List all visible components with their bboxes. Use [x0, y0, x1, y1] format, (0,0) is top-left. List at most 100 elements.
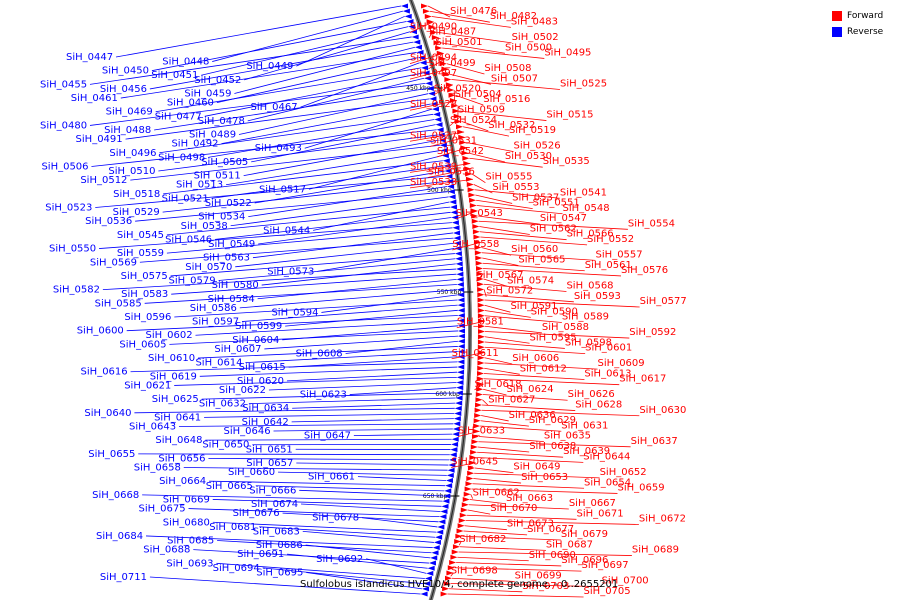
forward-gene-feature — [471, 439, 479, 445]
reverse-leader-line — [142, 494, 443, 502]
reverse-leader-line — [120, 52, 417, 99]
forward-leader-line — [478, 215, 540, 225]
reverse-leader-line — [174, 376, 457, 386]
forward-gene-feature — [477, 360, 485, 366]
reverse-leader-line — [208, 458, 450, 461]
forward-gene-label: SiH_0612 — [520, 363, 567, 374]
reverse-leader-line — [102, 268, 457, 291]
forward-gene-label: SiH_0530 — [505, 151, 552, 162]
forward-leader-line — [469, 499, 507, 505]
reverse-gene-feature — [453, 230, 461, 236]
reverse-leader-line — [230, 196, 449, 227]
forward-leader-line — [482, 404, 576, 411]
forward-gene-feature — [447, 87, 455, 93]
reverse-gene-label: SiH_0467 — [251, 102, 298, 113]
forward-gene-label: SiH_0662 — [473, 488, 520, 499]
reverse-gene-label: SiH_0522 — [205, 198, 252, 209]
reverse-gene-label: SiH_0685 — [167, 536, 214, 547]
forward-gene-label: SiH_0633 — [458, 425, 505, 436]
forward-leader-line — [484, 331, 630, 339]
forward-leader-line — [483, 373, 585, 380]
forward-leader-line — [470, 494, 474, 499]
forward-leader-line — [479, 231, 567, 241]
reverse-gene-feature — [408, 24, 416, 30]
forward-leader-line — [464, 525, 507, 531]
reverse-gene-feature — [446, 178, 454, 184]
reverse-gene-feature — [441, 153, 449, 159]
forward-gene-feature — [450, 554, 458, 560]
forward-gene-feature — [422, 8, 430, 14]
reverse-gene-label: SiH_0461 — [71, 93, 118, 104]
reverse-gene-feature — [428, 91, 436, 97]
forward-gene-label: SiH_0628 — [575, 400, 622, 411]
reverse-leader-line — [257, 278, 457, 300]
reverse-gene-feature — [427, 565, 435, 571]
forward-leader-line — [477, 451, 564, 458]
reverse-gene-label: SiH_0614 — [195, 358, 242, 369]
forward-gene-feature — [477, 365, 485, 371]
reverse-leader-line — [171, 273, 457, 295]
reverse-gene-feature — [442, 498, 450, 504]
forward-leader-line — [427, 5, 451, 18]
reverse-gene-label: SiH_0691 — [237, 549, 284, 560]
reverse-gene-feature — [457, 364, 465, 370]
reverse-gene-label: SiH_0666 — [249, 485, 296, 496]
forward-gene-label: SiH_0630 — [639, 405, 686, 416]
forward-leader-line — [482, 257, 519, 266]
reverse-gene-feature — [432, 545, 440, 551]
forward-gene-label: SiH_0649 — [513, 462, 560, 473]
reverse-gene-label: SiH_0510 — [108, 166, 155, 177]
reverse-leader-line — [254, 170, 445, 204]
forward-leader-line — [458, 551, 632, 556]
forward-gene-label: SiH_0673 — [507, 519, 554, 530]
forward-gene-label: SiH_0638 — [529, 441, 576, 452]
forward-gene-label: SiH_0679 — [561, 529, 608, 540]
reverse-gene-label: SiH_0674 — [251, 499, 298, 510]
forward-gene-label: SiH_0487 — [429, 27, 476, 38]
forward-leader-line — [468, 504, 569, 510]
reverse-leader-line — [130, 361, 458, 373]
forward-gene-label: SiH_0631 — [561, 420, 608, 431]
forward-leader-line — [451, 79, 561, 90]
reverse-leader-line — [208, 119, 435, 158]
reverse-gene-label: SiH_0549 — [208, 239, 255, 250]
reverse-gene-feature — [441, 503, 449, 509]
forward-gene-label: SiH_0705 — [584, 586, 631, 597]
forward-gene-label: SiH_0507 — [491, 73, 538, 84]
reverse-leader-line — [273, 428, 453, 432]
reverse-leader-line — [349, 387, 457, 395]
forward-leader-line — [466, 142, 514, 153]
reverse-leader-line — [91, 129, 437, 167]
forward-gene-label: SiH_0677 — [527, 524, 574, 535]
reverse-gene-feature — [414, 44, 422, 50]
forward-gene-label: SiH_0645 — [451, 457, 498, 468]
forward-gene-label: SiH_0609 — [598, 358, 645, 369]
forward-gene-feature — [426, 19, 434, 25]
reverse-gene-label: SiH_0450 — [102, 66, 149, 77]
forward-gene-label: SiH_0671 — [576, 508, 623, 519]
reverse-leader-line — [300, 62, 420, 108]
reverse-leader-line — [205, 438, 452, 441]
forward-gene-label: SiH_0697 — [581, 560, 628, 571]
forward-gene-feature — [459, 140, 467, 145]
forward-leader-line — [461, 121, 489, 132]
forward-gene-label: SiH_0670 — [490, 503, 537, 514]
forward-gene-feature — [454, 539, 462, 544]
reverse-leader-line — [305, 544, 431, 559]
reverse-gene-label: SiH_0513 — [176, 180, 223, 191]
forward-leader-line — [472, 483, 585, 489]
forward-gene-label: SiH_0516 — [483, 94, 530, 105]
reverse-leader-line — [174, 299, 458, 318]
forward-leader-line — [437, 31, 512, 44]
forward-gene-label: SiH_0541 — [560, 187, 607, 198]
forward-gene-feature — [454, 119, 462, 124]
reverse-gene-label: SiH_0661 — [308, 472, 355, 483]
forward-gene-label: SiH_0501 — [435, 37, 482, 48]
forward-gene-feature — [441, 66, 449, 72]
reverse-gene-label: SiH_0681 — [209, 522, 256, 533]
reverse-gene-label: SiH_0599 — [235, 321, 282, 332]
reverse-gene-label: SiH_0469 — [106, 107, 153, 118]
reverse-leader-line — [251, 124, 436, 163]
reverse-gene-feature — [438, 519, 446, 525]
reverse-gene-feature — [457, 328, 465, 334]
